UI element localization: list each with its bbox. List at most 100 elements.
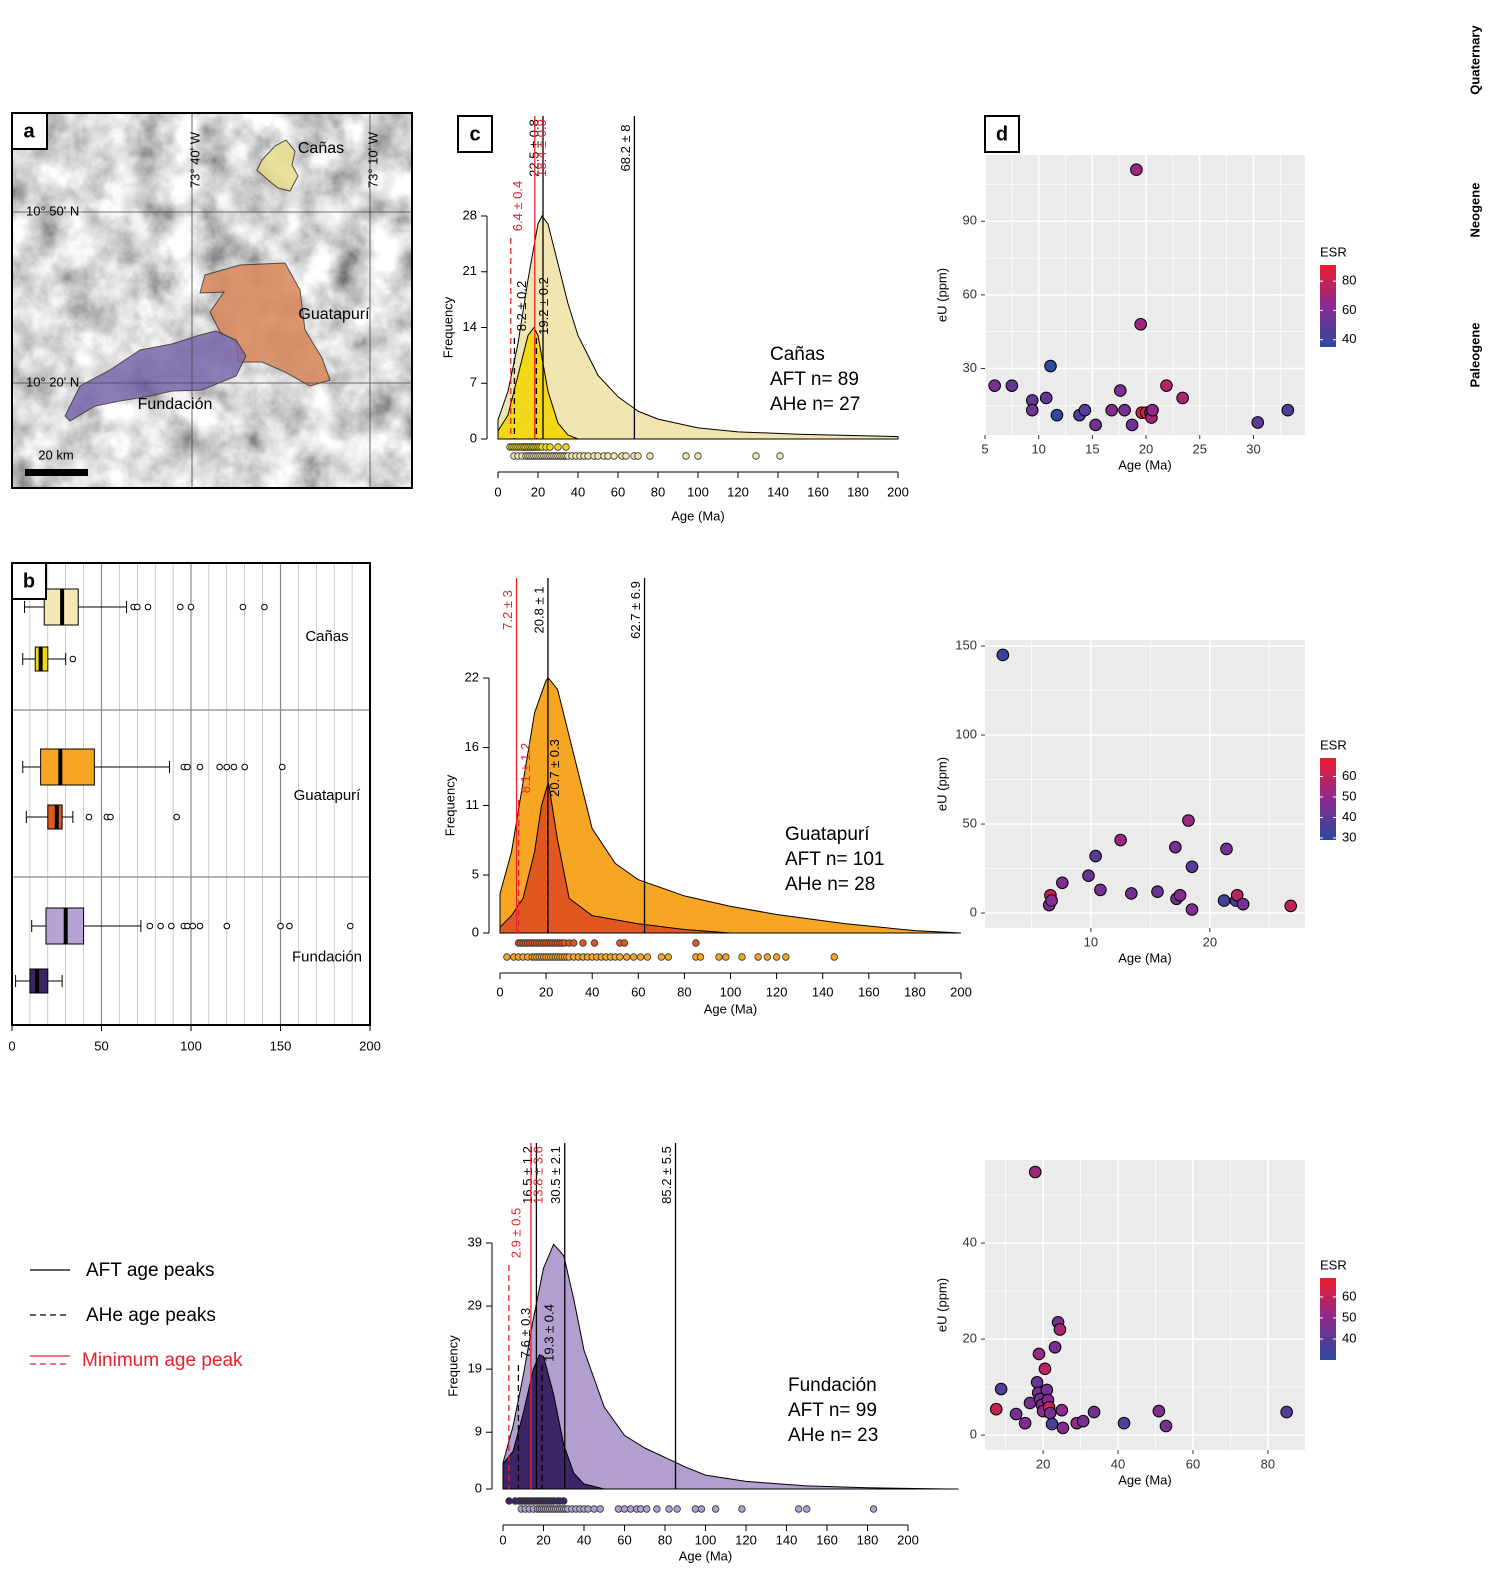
- outlier: [185, 764, 191, 770]
- point: [1170, 841, 1182, 853]
- age-point: [712, 1506, 719, 1513]
- age-point: [597, 1506, 604, 1513]
- x-tick-label: 20: [539, 984, 553, 999]
- point: [1056, 1404, 1068, 1416]
- age-point: [654, 1506, 661, 1513]
- age-point: [777, 453, 784, 460]
- age-point: [591, 1506, 598, 1513]
- point: [1237, 898, 1249, 910]
- x-tick-label: 10: [1084, 934, 1098, 949]
- legend-label: AHe age peaks: [86, 1305, 216, 1326]
- colorbar: [1320, 758, 1336, 840]
- point: [1218, 895, 1230, 907]
- outlier: [279, 764, 285, 770]
- point: [1186, 861, 1198, 873]
- age-point: [621, 1506, 628, 1513]
- age-point: [753, 453, 760, 460]
- point: [1183, 815, 1195, 827]
- x-tick-label: 0: [494, 484, 501, 499]
- x-tick-label: 0: [496, 984, 503, 999]
- scale-bar: [25, 469, 88, 476]
- age-point: [643, 1506, 650, 1513]
- x-tick-label: 40: [1111, 1456, 1125, 1471]
- outlier: [185, 923, 191, 929]
- age-point: [637, 1506, 644, 1513]
- age-point: [617, 954, 624, 961]
- colorbar-title: ESR: [1320, 244, 1347, 259]
- point: [990, 1403, 1002, 1415]
- x-axis-title: Age (Ma): [1118, 1472, 1171, 1487]
- x-tick-label: 40: [577, 1532, 591, 1547]
- y-tick-label: 19: [468, 1361, 482, 1376]
- point: [1019, 1417, 1031, 1429]
- x-tick-label: 40: [585, 984, 599, 999]
- colorbar-tick-label: 50: [1342, 1309, 1356, 1324]
- age-point: [547, 444, 554, 451]
- x-tick-label: 140: [767, 484, 789, 499]
- age-point: [870, 1506, 877, 1513]
- colorbar-tick-label: 60: [1342, 302, 1356, 317]
- colorbar-tick-label: 50: [1342, 788, 1356, 803]
- x-axis-title: Age (Ma): [704, 1001, 757, 1016]
- peak-label: 6.4 ± 0.4: [510, 181, 525, 232]
- colorbar-title: ESR: [1320, 737, 1347, 752]
- basin-label: Fundación: [138, 396, 213, 413]
- x-tick-label: 200: [359, 1038, 381, 1053]
- annotation: AHe n= 28: [785, 874, 875, 895]
- x-tick-label: 140: [812, 984, 834, 999]
- peak-label: 7.2 ± 3: [500, 590, 515, 630]
- panel-label: a: [23, 120, 35, 142]
- x-tick-label: 60: [617, 1532, 631, 1547]
- y-tick-label: 39: [468, 1234, 482, 1249]
- outlier: [224, 764, 230, 770]
- age-point: [697, 954, 704, 961]
- y-tick-label: 50: [963, 815, 977, 830]
- y-tick-label: 7: [470, 375, 477, 390]
- x-tick-label: 100: [720, 984, 742, 999]
- point: [1153, 1405, 1165, 1417]
- age-point: [563, 444, 570, 451]
- x-tick-label: 20: [1203, 934, 1217, 949]
- x-tick-label: 15: [1085, 441, 1099, 456]
- period-label: Neogene: [1467, 183, 1482, 238]
- x-tick-label: 25: [1193, 441, 1207, 456]
- x-tick-label: 100: [180, 1038, 202, 1053]
- x-axis-title: Age (Ma): [679, 1548, 732, 1563]
- outlier: [108, 814, 114, 820]
- age-point: [773, 954, 780, 961]
- outlier: [224, 923, 230, 929]
- annotation: AFT n= 99: [788, 1400, 877, 1421]
- point: [1160, 1420, 1172, 1432]
- peak-label: 19.3 ± 0.4: [542, 1304, 557, 1362]
- age-point: [591, 940, 598, 947]
- x-axis-title: Age (Ma): [1118, 950, 1171, 965]
- x-tick-label: 60: [611, 484, 625, 499]
- peak-label: 62.7 ± 6.9: [628, 581, 643, 639]
- point: [1118, 1417, 1130, 1429]
- outlier: [158, 923, 164, 929]
- point: [1095, 884, 1107, 896]
- peak-label: 18.4 ± 0.9: [534, 119, 549, 177]
- outlier: [348, 923, 354, 929]
- annotation: Guatapurí: [785, 824, 870, 845]
- x-tick-label: 100: [687, 484, 709, 499]
- x-tick-label: 100: [695, 1532, 717, 1547]
- age-point: [580, 940, 587, 947]
- point: [1281, 1406, 1293, 1418]
- peak-label: 20.8 ± 1: [531, 587, 546, 634]
- outlier: [197, 764, 203, 770]
- x-tick-label: 120: [727, 484, 749, 499]
- colorbar-tick-label: 60: [1342, 1288, 1356, 1303]
- x-tick-label: 160: [807, 484, 829, 499]
- outlier: [240, 604, 246, 610]
- age-point: [783, 954, 790, 961]
- point: [997, 649, 1009, 661]
- outlier: [174, 814, 180, 820]
- outlier: [177, 604, 183, 610]
- lat-label: 10° 50' N: [26, 203, 79, 218]
- outlier: [190, 923, 196, 929]
- peak-label: 85.2 ± 5.5: [659, 1146, 674, 1204]
- age-point: [692, 1506, 699, 1513]
- outlier: [242, 764, 248, 770]
- peak-label: 68.2 ± 8: [618, 125, 633, 172]
